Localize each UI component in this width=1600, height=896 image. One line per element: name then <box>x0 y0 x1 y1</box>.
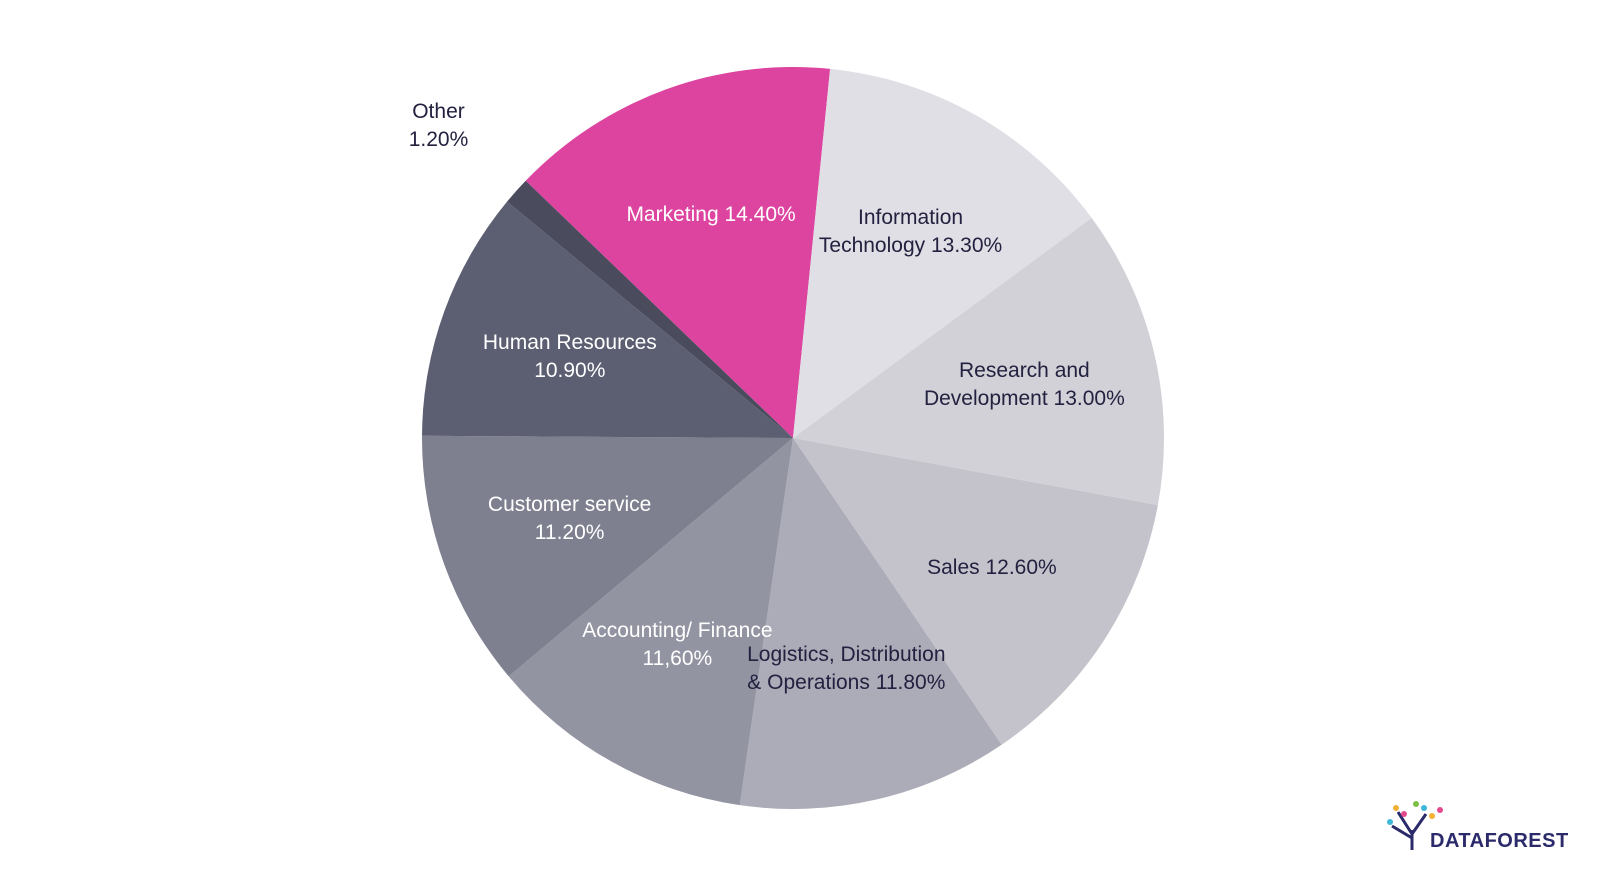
pie-slice <box>422 435 793 677</box>
value-label: 10.90% <box>534 358 606 382</box>
category-label: Information Technology <box>818 205 964 257</box>
category-label: Human Resources <box>482 330 657 354</box>
pie-slice <box>422 201 793 438</box>
logo-icon <box>1387 801 1443 850</box>
slice-label: Information Technology 13.30% <box>806 204 1016 260</box>
category-label: Other <box>412 100 465 124</box>
value-label: 11.80% <box>875 671 946 695</box>
value-label: 13.00% <box>1053 386 1125 410</box>
value-label: 11,60% <box>642 647 713 671</box>
slice-label: Other 1.20% <box>393 98 483 154</box>
category-label: Accounting/ Finance <box>582 619 773 643</box>
slice-label: Marketing 14.40% <box>606 201 816 229</box>
slice-label: Accounting/ Finance 11,60% <box>572 617 782 673</box>
slice-label: Sales 12.60% <box>887 554 1097 582</box>
pie-slice <box>793 68 1092 438</box>
pie-slice <box>793 217 1164 506</box>
slice-label: Human Resources 10.90% <box>465 329 675 385</box>
slice-label: Customer service 11.20% <box>465 491 675 547</box>
category-label: Sales <box>927 555 980 579</box>
slice-label: Research and Development 13.00% <box>919 357 1129 413</box>
category-label: Marketing <box>626 203 719 227</box>
value-label: 1.20% <box>408 128 469 152</box>
category-label: Logistics, Distribution & Operations <box>747 643 946 695</box>
value-label: 14.40% <box>724 203 796 227</box>
value-label: 12.60% <box>985 555 1057 579</box>
pie-slice <box>739 438 1002 809</box>
logo-text: DATAFOREST <box>1430 830 1569 852</box>
value-label: 11.20% <box>534 520 605 544</box>
category-label: Customer service <box>487 492 652 516</box>
pie-slice <box>793 438 1158 745</box>
pie-slice <box>525 67 831 439</box>
category-label: Research and Development <box>923 358 1090 410</box>
value-label: 13.30% <box>930 233 1003 257</box>
slice-label: Logistics, Distribution & Operations 11.… <box>741 641 951 697</box>
pie-slice <box>507 180 793 438</box>
pie-slice <box>508 438 793 806</box>
